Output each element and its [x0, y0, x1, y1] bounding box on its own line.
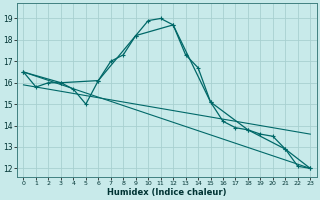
X-axis label: Humidex (Indice chaleur): Humidex (Indice chaleur): [107, 188, 227, 197]
